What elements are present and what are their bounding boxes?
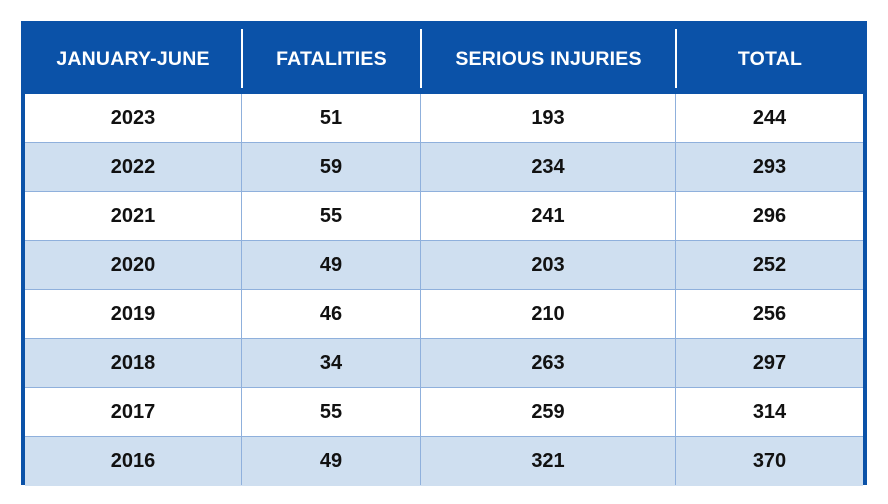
cell-year: 2020: [110, 253, 156, 276]
cell-total: 297: [752, 351, 787, 374]
cell-total: 370: [752, 449, 787, 472]
header-separator: [241, 29, 243, 88]
cell-total: 244: [752, 106, 787, 129]
cell-serious-injuries: 203: [531, 253, 565, 276]
table-row: 2019 46 210 256: [25, 290, 863, 339]
cell-year: 2019: [110, 302, 156, 325]
table-header-row: JANUARY-JUNE FATALITIES SERIOUS INJURIES…: [25, 25, 863, 94]
cell-serious-injuries: 210: [531, 302, 565, 325]
cell-fatalities: 59: [319, 155, 343, 178]
cell-serious-injuries: 321: [531, 449, 565, 472]
cell-total: 314: [752, 400, 787, 423]
cell-serious-injuries: 234: [531, 155, 565, 178]
cell-fatalities: 34: [319, 351, 343, 374]
cell-serious-injuries: 259: [531, 400, 565, 423]
table-row: 2020 49 203 252: [25, 241, 863, 290]
header-separator: [420, 29, 422, 88]
table-row: 2021 55 241 296: [25, 192, 863, 241]
cell-year: 2023: [110, 106, 156, 129]
cell-year: 2022: [110, 155, 156, 178]
column-divider: [420, 94, 421, 485]
cell-fatalities: 55: [319, 400, 343, 423]
header-fatalities: FATALITIES: [276, 48, 387, 70]
cell-fatalities: 51: [319, 106, 343, 129]
table-row: 2023 51 193 244: [25, 94, 863, 143]
table-row: 2018 34 263 297: [25, 339, 863, 388]
header-serious-injuries: SERIOUS INJURIES: [455, 48, 642, 70]
header-total: TOTAL: [737, 48, 803, 70]
cell-total: 296: [752, 204, 787, 227]
cell-total: 252: [752, 253, 787, 276]
table-row: 2017 55 259 314: [25, 388, 863, 437]
table-row: 2016 49 321 370: [25, 437, 863, 486]
cell-year: 2018: [110, 351, 156, 374]
cell-serious-injuries: 241: [531, 204, 565, 227]
cell-total: 293: [752, 155, 787, 178]
cell-fatalities: 49: [319, 449, 343, 472]
cell-year: 2017: [110, 400, 156, 423]
column-divider: [675, 94, 676, 485]
cell-fatalities: 55: [319, 204, 343, 227]
cell-total: 256: [752, 302, 787, 325]
header-separator: [675, 29, 677, 88]
cell-year: 2016: [110, 449, 156, 472]
cell-fatalities: 46: [319, 302, 343, 325]
data-table: JANUARY-JUNE FATALITIES SERIOUS INJURIES…: [21, 21, 867, 486]
column-divider: [241, 94, 242, 485]
cell-serious-injuries: 193: [531, 106, 565, 129]
cell-fatalities: 49: [319, 253, 343, 276]
table-row: 2022 59 234 293: [25, 143, 863, 192]
cell-serious-injuries: 263: [531, 351, 565, 374]
cell-year: 2021: [110, 204, 156, 227]
header-january-june: JANUARY-JUNE: [56, 48, 210, 70]
